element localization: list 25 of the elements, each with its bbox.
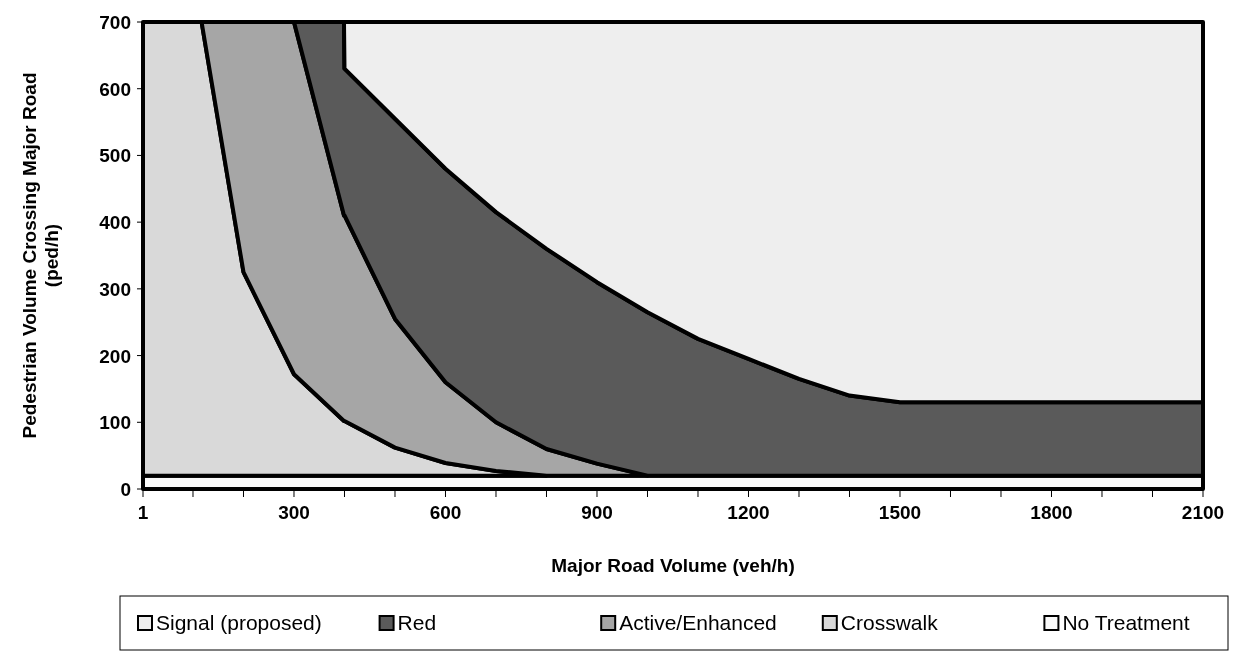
x-axis-title: Major Road Volume (veh/h) — [551, 555, 795, 576]
y-tick-label: 200 — [99, 345, 131, 367]
legend-entry: Crosswalk — [821, 611, 938, 634]
legend-entry: No Treatment — [1043, 611, 1190, 634]
y-tick-label: 100 — [99, 412, 131, 434]
x-tick-label: 1200 — [727, 502, 770, 523]
x-tick-label: 600 — [429, 502, 462, 523]
x-tick-label: 2100 — [1181, 502, 1225, 523]
y-tick-label: 0 — [120, 479, 131, 500]
y-tick-label: 700 — [99, 12, 131, 33]
x-tick-label: 300 — [278, 502, 310, 523]
y-tick-label: 500 — [99, 145, 131, 167]
legend-entry: Active/Enhanced — [600, 611, 777, 634]
legend-entry: Red — [378, 611, 437, 634]
y-tick-label: 300 — [99, 278, 131, 300]
y-tick-label: 600 — [99, 78, 131, 100]
x-tick-label: 1500 — [878, 502, 922, 523]
y-axis-title: Pedestrian Volume Crossing Major Road (ped/h) — [19, 72, 62, 439]
legend-label: Crosswalk — [840, 611, 939, 634]
y-tick-label: 400 — [99, 212, 131, 234]
x-tick-label: 1800 — [1030, 502, 1073, 523]
x-tick-label: 1 — [137, 502, 149, 523]
legend-label: Red — [397, 611, 437, 634]
x-tick-label: 900 — [581, 502, 613, 523]
legend-entry: Signal (proposed) — [137, 611, 322, 634]
